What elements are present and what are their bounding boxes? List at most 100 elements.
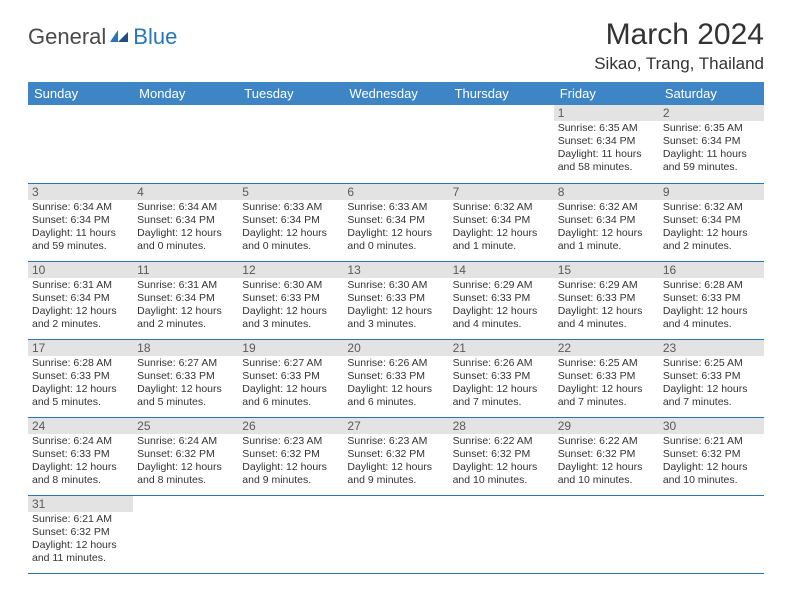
- daylight-text: Daylight: 12 hours and 4 minutes.: [663, 305, 760, 331]
- flag-icon: [110, 24, 130, 50]
- sunset-text: Sunset: 6:32 PM: [347, 448, 444, 461]
- sunrise-text: Sunrise: 6:30 AM: [347, 279, 444, 292]
- sunset-text: Sunset: 6:32 PM: [453, 448, 550, 461]
- sunrise-text: Sunrise: 6:31 AM: [137, 279, 234, 292]
- calendar-day-cell: 12Sunrise: 6:30 AMSunset: 6:33 PMDayligh…: [238, 261, 343, 339]
- sunset-text: Sunset: 6:32 PM: [137, 448, 234, 461]
- sunrise-text: Sunrise: 6:35 AM: [663, 122, 760, 135]
- sunset-text: Sunset: 6:33 PM: [663, 370, 760, 383]
- day-details: Sunrise: 6:32 AMSunset: 6:34 PMDaylight:…: [659, 200, 764, 256]
- calendar-day-cell: 25Sunrise: 6:24 AMSunset: 6:32 PMDayligh…: [133, 417, 238, 495]
- sunset-text: Sunset: 6:32 PM: [558, 448, 655, 461]
- day-details: Sunrise: 6:34 AMSunset: 6:34 PMDaylight:…: [133, 200, 238, 256]
- sunrise-text: Sunrise: 6:21 AM: [32, 513, 129, 526]
- weekday-header: Tuesday: [238, 82, 343, 105]
- sunrise-text: Sunrise: 6:21 AM: [663, 435, 760, 448]
- calendar-day-cell: 24Sunrise: 6:24 AMSunset: 6:33 PMDayligh…: [28, 417, 133, 495]
- weekday-header: Wednesday: [343, 82, 448, 105]
- daylight-text: Daylight: 11 hours and 59 minutes.: [32, 227, 129, 253]
- sunrise-text: Sunrise: 6:28 AM: [663, 279, 760, 292]
- daylight-text: Daylight: 12 hours and 3 minutes.: [242, 305, 339, 331]
- daylight-text: Daylight: 12 hours and 1 minute.: [453, 227, 550, 253]
- sunrise-text: Sunrise: 6:32 AM: [453, 201, 550, 214]
- weekday-header: Thursday: [449, 82, 554, 105]
- calendar-empty-cell: [659, 495, 764, 573]
- sunset-text: Sunset: 6:34 PM: [663, 214, 760, 227]
- calendar-day-cell: 9Sunrise: 6:32 AMSunset: 6:34 PMDaylight…: [659, 183, 764, 261]
- calendar-day-cell: 2Sunrise: 6:35 AMSunset: 6:34 PMDaylight…: [659, 105, 764, 183]
- day-details: Sunrise: 6:26 AMSunset: 6:33 PMDaylight:…: [449, 356, 554, 412]
- daylight-text: Daylight: 12 hours and 10 minutes.: [453, 461, 550, 487]
- weekday-header: Friday: [554, 82, 659, 105]
- day-number: 27: [343, 418, 448, 434]
- day-details: Sunrise: 6:25 AMSunset: 6:33 PMDaylight:…: [554, 356, 659, 412]
- day-number: 3: [28, 184, 133, 200]
- sunset-text: Sunset: 6:34 PM: [347, 214, 444, 227]
- day-number: 11: [133, 262, 238, 278]
- calendar-empty-cell: [449, 495, 554, 573]
- weekday-header: Saturday: [659, 82, 764, 105]
- calendar-day-cell: 5Sunrise: 6:33 AMSunset: 6:34 PMDaylight…: [238, 183, 343, 261]
- sunrise-text: Sunrise: 6:27 AM: [242, 357, 339, 370]
- daylight-text: Daylight: 12 hours and 6 minutes.: [347, 383, 444, 409]
- calendar-day-cell: 7Sunrise: 6:32 AMSunset: 6:34 PMDaylight…: [449, 183, 554, 261]
- daylight-text: Daylight: 12 hours and 9 minutes.: [347, 461, 444, 487]
- daylight-text: Daylight: 12 hours and 2 minutes.: [663, 227, 760, 253]
- sunset-text: Sunset: 6:33 PM: [242, 292, 339, 305]
- day-number: 31: [28, 496, 133, 512]
- sunrise-text: Sunrise: 6:22 AM: [558, 435, 655, 448]
- day-details: Sunrise: 6:28 AMSunset: 6:33 PMDaylight:…: [28, 356, 133, 412]
- calendar-day-cell: 8Sunrise: 6:32 AMSunset: 6:34 PMDaylight…: [554, 183, 659, 261]
- sunset-text: Sunset: 6:34 PM: [137, 292, 234, 305]
- day-number: 19: [238, 340, 343, 356]
- calendar-day-cell: 30Sunrise: 6:21 AMSunset: 6:32 PMDayligh…: [659, 417, 764, 495]
- logo-text-blue: Blue: [133, 24, 177, 50]
- day-number: 17: [28, 340, 133, 356]
- daylight-text: Daylight: 12 hours and 0 minutes.: [242, 227, 339, 253]
- daylight-text: Daylight: 12 hours and 7 minutes.: [558, 383, 655, 409]
- sunrise-text: Sunrise: 6:31 AM: [32, 279, 129, 292]
- calendar-empty-cell: [133, 495, 238, 573]
- header: General Blue March 2024 Sikao, Trang, Th…: [28, 18, 764, 74]
- day-details: Sunrise: 6:28 AMSunset: 6:33 PMDaylight:…: [659, 278, 764, 334]
- sunrise-text: Sunrise: 6:35 AM: [558, 122, 655, 135]
- day-details: Sunrise: 6:21 AMSunset: 6:32 PMDaylight:…: [28, 512, 133, 568]
- day-number: 21: [449, 340, 554, 356]
- calendar-day-cell: 10Sunrise: 6:31 AMSunset: 6:34 PMDayligh…: [28, 261, 133, 339]
- sunrise-text: Sunrise: 6:24 AM: [32, 435, 129, 448]
- sunset-text: Sunset: 6:34 PM: [558, 135, 655, 148]
- sunset-text: Sunset: 6:33 PM: [32, 448, 129, 461]
- day-number: 14: [449, 262, 554, 278]
- sunset-text: Sunset: 6:33 PM: [453, 370, 550, 383]
- calendar-week-row: 31Sunrise: 6:21 AMSunset: 6:32 PMDayligh…: [28, 495, 764, 573]
- calendar-day-cell: 6Sunrise: 6:33 AMSunset: 6:34 PMDaylight…: [343, 183, 448, 261]
- daylight-text: Daylight: 12 hours and 10 minutes.: [558, 461, 655, 487]
- sunset-text: Sunset: 6:33 PM: [347, 370, 444, 383]
- calendar-day-cell: 18Sunrise: 6:27 AMSunset: 6:33 PMDayligh…: [133, 339, 238, 417]
- sunset-text: Sunset: 6:34 PM: [32, 292, 129, 305]
- daylight-text: Daylight: 12 hours and 7 minutes.: [663, 383, 760, 409]
- sunrise-text: Sunrise: 6:32 AM: [558, 201, 655, 214]
- day-details: Sunrise: 6:34 AMSunset: 6:34 PMDaylight:…: [28, 200, 133, 256]
- day-details: Sunrise: 6:33 AMSunset: 6:34 PMDaylight:…: [343, 200, 448, 256]
- day-number: 6: [343, 184, 448, 200]
- calendar-empty-cell: [554, 495, 659, 573]
- day-number: 15: [554, 262, 659, 278]
- sunrise-text: Sunrise: 6:28 AM: [32, 357, 129, 370]
- day-details: Sunrise: 6:23 AMSunset: 6:32 PMDaylight:…: [238, 434, 343, 490]
- calendar-day-cell: 17Sunrise: 6:28 AMSunset: 6:33 PMDayligh…: [28, 339, 133, 417]
- sunset-text: Sunset: 6:34 PM: [137, 214, 234, 227]
- calendar-day-cell: 4Sunrise: 6:34 AMSunset: 6:34 PMDaylight…: [133, 183, 238, 261]
- sunrise-text: Sunrise: 6:22 AM: [453, 435, 550, 448]
- calendar-week-row: 17Sunrise: 6:28 AMSunset: 6:33 PMDayligh…: [28, 339, 764, 417]
- day-number: 29: [554, 418, 659, 434]
- day-number: 8: [554, 184, 659, 200]
- calendar-day-cell: 11Sunrise: 6:31 AMSunset: 6:34 PMDayligh…: [133, 261, 238, 339]
- month-title: March 2024: [594, 18, 764, 52]
- weekday-header-row: SundayMondayTuesdayWednesdayThursdayFrid…: [28, 82, 764, 105]
- calendar-empty-cell: [343, 495, 448, 573]
- day-number: 5: [238, 184, 343, 200]
- daylight-text: Daylight: 12 hours and 8 minutes.: [32, 461, 129, 487]
- day-details: Sunrise: 6:35 AMSunset: 6:34 PMDaylight:…: [659, 121, 764, 177]
- sunset-text: Sunset: 6:33 PM: [558, 370, 655, 383]
